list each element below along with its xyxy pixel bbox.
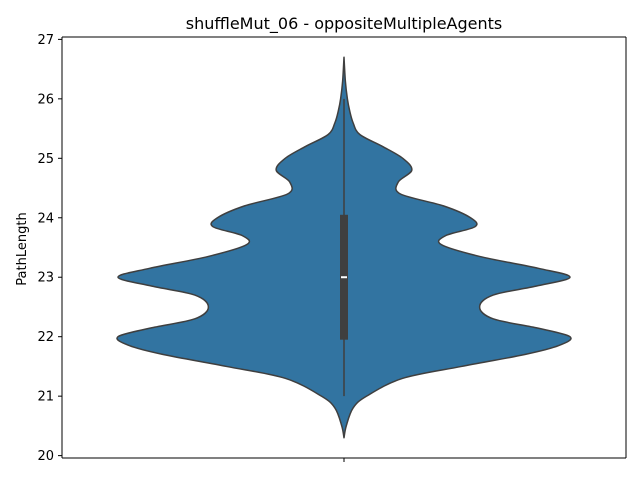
y-tick-label: 23 bbox=[37, 271, 54, 286]
y-tick-label: 20 bbox=[37, 449, 54, 464]
y-tick-label: 21 bbox=[37, 390, 54, 405]
plot-area bbox=[116, 56, 572, 439]
y-axis-label: PathLength bbox=[15, 212, 30, 285]
chart-title: shuffleMut_06 - oppositeMultipleAgents bbox=[186, 14, 503, 34]
y-tick-label: 26 bbox=[37, 92, 54, 107]
y-tick-label: 22 bbox=[37, 330, 54, 345]
y-tick-label: 27 bbox=[37, 33, 54, 48]
y-tick-label: 25 bbox=[37, 152, 54, 167]
y-tick-label: 24 bbox=[37, 211, 54, 226]
axes: 20 21 22 23 24 25 26 27 bbox=[37, 33, 627, 464]
